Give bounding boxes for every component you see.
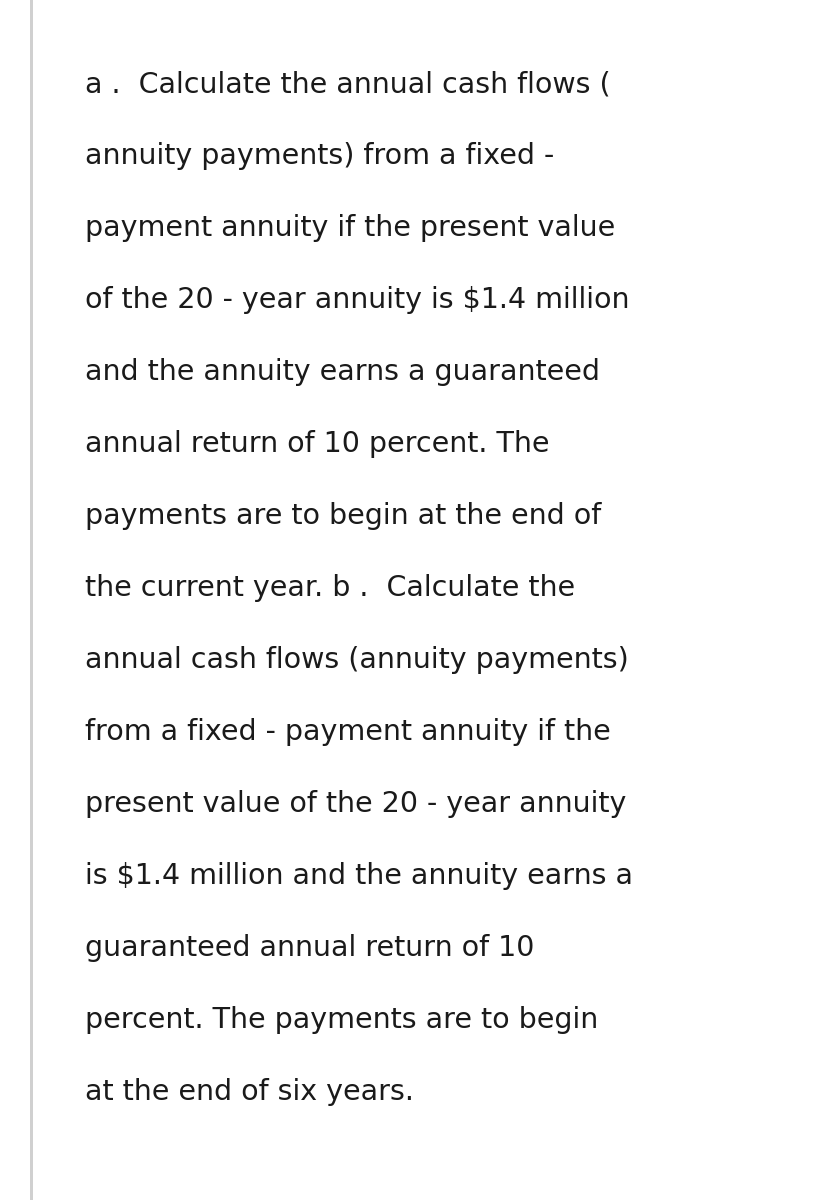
- Text: annual cash flows (annuity payments): annual cash flows (annuity payments): [85, 646, 629, 674]
- Bar: [30, 0, 33, 1200]
- Text: a .  Calculate the annual cash flows (: a . Calculate the annual cash flows (: [85, 70, 610, 98]
- Text: guaranteed annual return of 10: guaranteed annual return of 10: [85, 934, 534, 962]
- Text: and the annuity earns a guaranteed: and the annuity earns a guaranteed: [85, 358, 600, 386]
- Text: is $1.4 million and the annuity earns a: is $1.4 million and the annuity earns a: [85, 862, 633, 890]
- Text: payment annuity if the present value: payment annuity if the present value: [85, 214, 615, 242]
- Text: annuity payments) from a fixed -: annuity payments) from a fixed -: [85, 142, 555, 170]
- Text: percent. The payments are to begin: percent. The payments are to begin: [85, 1006, 598, 1034]
- Text: at the end of six years.: at the end of six years.: [85, 1078, 414, 1106]
- Text: of the 20 - year annuity is $1.4 million: of the 20 - year annuity is $1.4 million: [85, 286, 630, 314]
- Text: payments are to begin at the end of: payments are to begin at the end of: [85, 502, 601, 530]
- Text: present value of the 20 - year annuity: present value of the 20 - year annuity: [85, 790, 627, 818]
- Text: the current year. b .  Calculate the: the current year. b . Calculate the: [85, 574, 575, 602]
- Text: annual return of 10 percent. The: annual return of 10 percent. The: [85, 430, 550, 458]
- Text: from a fixed - payment annuity if the: from a fixed - payment annuity if the: [85, 718, 611, 746]
